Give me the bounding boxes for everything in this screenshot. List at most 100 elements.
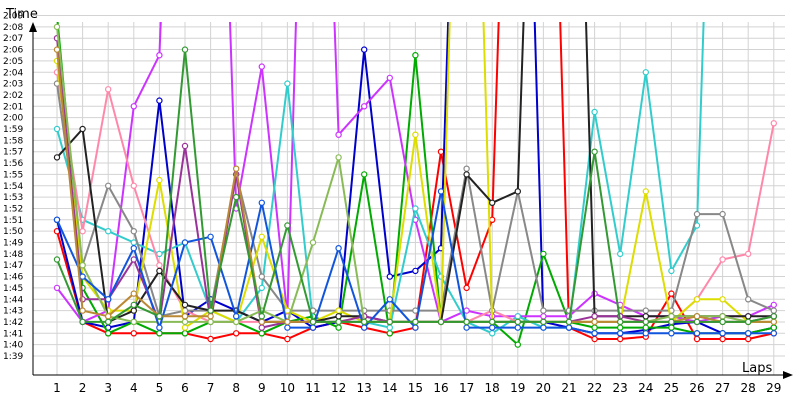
y-tick-label: 1:47 — [3, 261, 23, 271]
data-point — [258, 330, 265, 337]
data-point — [335, 313, 342, 320]
data-point — [412, 318, 419, 326]
x-tick-label: 18 — [485, 381, 500, 395]
data-point — [642, 318, 650, 326]
data-point — [156, 313, 163, 320]
y-tick-label: 2:04 — [3, 68, 23, 78]
x-tick-label: 14 — [382, 381, 397, 395]
data-point — [412, 131, 419, 138]
y-tick-label: 1:41 — [3, 329, 23, 339]
y-tick-label: 1:45 — [3, 284, 23, 294]
data-point — [232, 313, 240, 320]
x-tick-label: 15 — [408, 381, 423, 395]
data-point — [642, 324, 650, 331]
x-tick-label: 17 — [459, 381, 474, 395]
y-tick-label: 2:06 — [3, 46, 23, 56]
y-tick-label: 2:05 — [3, 57, 23, 67]
data-point — [540, 250, 547, 258]
y-tick-label: 1:50 — [3, 227, 23, 237]
data-point — [156, 176, 163, 184]
data-point — [284, 335, 291, 343]
data-point — [386, 296, 393, 303]
x-tick-label: 2 — [79, 381, 87, 395]
data-point — [130, 227, 137, 235]
data-point — [386, 330, 393, 337]
data-point — [540, 324, 547, 331]
data-point — [104, 318, 112, 326]
data-point — [181, 318, 189, 326]
data-point — [489, 324, 496, 331]
data-point — [642, 307, 650, 314]
data-point — [53, 154, 61, 161]
x-tick-label: 29 — [766, 381, 781, 395]
data-point — [104, 86, 112, 93]
data-point — [514, 324, 522, 331]
data-point — [181, 142, 189, 150]
data-point — [130, 330, 137, 337]
data-point — [104, 313, 112, 320]
data-point — [745, 250, 752, 258]
y-tick-label: 1:44 — [3, 295, 23, 305]
data-point — [489, 216, 496, 223]
y-tick-label: 1:46 — [3, 273, 23, 283]
x-tick-label: 10 — [280, 381, 295, 395]
data-point — [463, 171, 470, 178]
data-point — [335, 307, 342, 314]
data-point — [591, 313, 598, 320]
data-point — [309, 239, 317, 246]
x-tick-label: 24 — [638, 381, 653, 395]
tick-labels: 1:391:40 1:411:421:43 1:441:451:46 1:471:48… — [3, 12, 781, 396]
data-point — [181, 330, 189, 337]
data-point — [668, 313, 675, 320]
data-point — [130, 301, 137, 309]
data-point — [591, 108, 598, 116]
y-tick-label: 1:52 — [3, 204, 23, 214]
data-point — [79, 262, 86, 269]
data-point — [156, 324, 163, 331]
y-tick-label: 2:07 — [3, 34, 23, 44]
data-point — [284, 307, 291, 314]
data-point — [693, 313, 701, 320]
data-point — [156, 262, 163, 269]
x-tick-label: 28 — [741, 381, 756, 395]
data-point — [719, 330, 726, 337]
x-tick-label: 20 — [536, 381, 551, 395]
data-point — [514, 313, 522, 320]
y-tick-label: 1:54 — [3, 182, 23, 192]
y-tick-label: 2:00 — [3, 114, 23, 124]
data-point — [386, 324, 393, 331]
y-tick-label: 1:55 — [3, 170, 23, 180]
data-point — [258, 324, 265, 331]
data-point — [335, 154, 342, 161]
data-point — [181, 324, 189, 331]
data-point — [104, 330, 112, 337]
data-point — [770, 330, 778, 337]
data-point — [335, 131, 342, 138]
data-point — [284, 222, 291, 229]
x-tick-label: 19 — [510, 381, 525, 395]
data-point — [668, 267, 675, 275]
data-point — [412, 267, 419, 275]
data-point — [207, 335, 214, 343]
data-point — [719, 335, 726, 343]
data-point — [617, 250, 624, 258]
data-point — [668, 318, 675, 326]
data-point — [693, 318, 701, 326]
data-point — [489, 199, 496, 206]
data-point — [770, 301, 778, 309]
data-point — [693, 335, 701, 343]
x-tick-label: 6 — [181, 381, 189, 395]
data-point — [642, 313, 650, 320]
data-point — [668, 324, 675, 331]
data-point — [258, 63, 265, 70]
y-tick-label: 1:48 — [3, 250, 23, 260]
data-point — [668, 330, 675, 337]
data-point — [181, 313, 189, 320]
data-point — [745, 296, 752, 303]
data-point — [156, 52, 163, 59]
data-point — [463, 318, 470, 326]
y-tick-label: 1:53 — [3, 193, 23, 203]
data-point — [53, 23, 61, 31]
